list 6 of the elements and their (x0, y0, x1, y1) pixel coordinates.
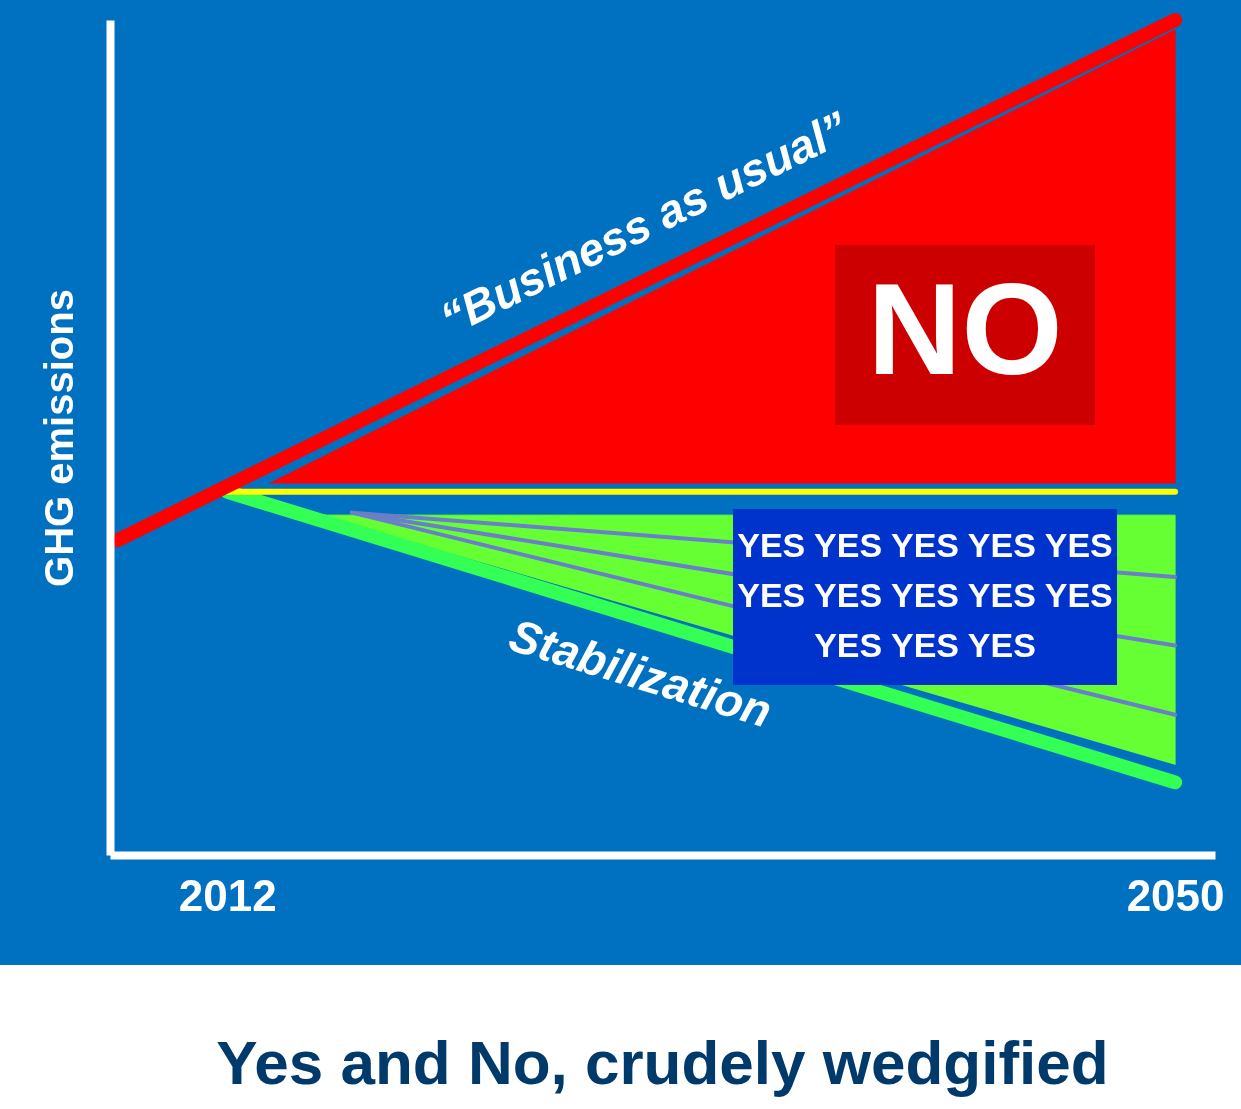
x-tick-label: 2050 (1126, 870, 1225, 920)
x-tick-label: 2012 (178, 870, 277, 920)
annotation: NO (867, 256, 1063, 402)
annotation: YES YES YES YES YES YES YES YES YES YES YES YES YES (737, 526, 1113, 664)
text: Yes and No, crudely wedgified (216, 1028, 1109, 1097)
y-axis-title: GHG emissions (36, 289, 81, 587)
